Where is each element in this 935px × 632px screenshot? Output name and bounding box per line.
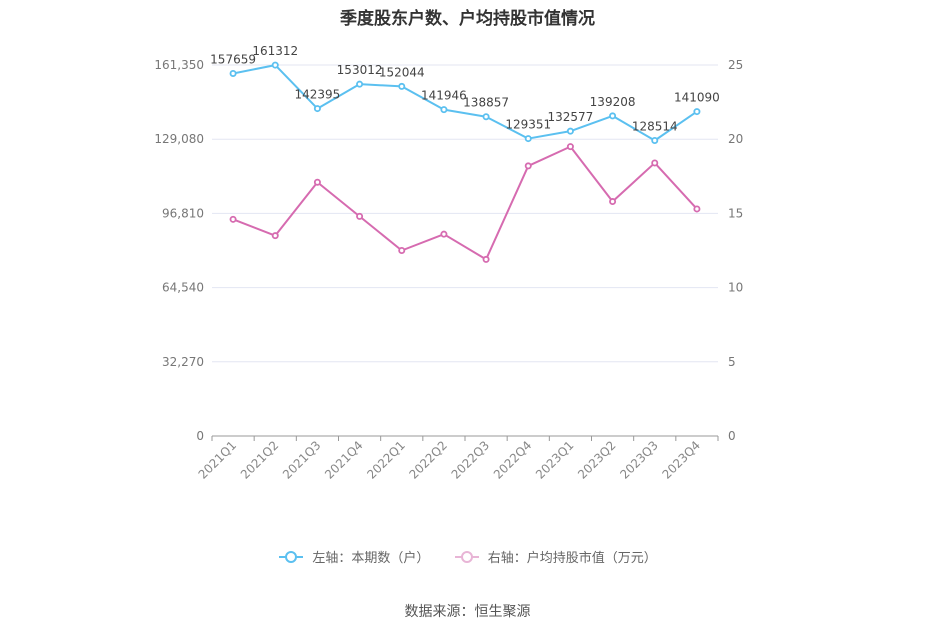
series-line-left bbox=[232, 64, 698, 142]
right-tick-label: 15 bbox=[728, 206, 743, 220]
data-point-right bbox=[651, 159, 659, 167]
x-tick-label: 2021Q1 bbox=[196, 438, 240, 482]
right-tick-label: 25 bbox=[728, 58, 743, 72]
x-tick-label: 2022Q1 bbox=[364, 438, 408, 482]
data-point-left bbox=[313, 105, 321, 113]
data-label: 129351 bbox=[505, 118, 551, 132]
data-point-right bbox=[566, 143, 574, 151]
right-tick-label: 0 bbox=[728, 429, 736, 443]
left-tick-label: 32,270 bbox=[162, 355, 204, 369]
legend-label-left: 左轴：本期数（户） bbox=[312, 551, 430, 566]
series-lines bbox=[229, 61, 701, 263]
legend-item-left-series[interactable]: 左轴：本期数（户） bbox=[278, 547, 429, 566]
x-tick-label: 2021Q4 bbox=[322, 438, 366, 482]
data-point-left bbox=[229, 69, 237, 77]
data-point-right bbox=[609, 198, 617, 206]
data-label: 138857 bbox=[463, 96, 509, 110]
x-tick-label: 2022Q2 bbox=[406, 438, 450, 482]
legend: 左轴：本期数（户） 右轴：户均持股市值（万元） bbox=[0, 547, 935, 566]
data-point-left bbox=[482, 113, 490, 121]
x-tick-label: 2022Q3 bbox=[449, 438, 493, 482]
left-tick-label: 161,350 bbox=[154, 58, 204, 72]
x-tick-label: 2023Q3 bbox=[617, 438, 661, 482]
data-label: 141946 bbox=[421, 89, 467, 103]
left-tick-label: 129,080 bbox=[154, 132, 204, 146]
legend-marker-right-icon bbox=[454, 550, 479, 563]
data-label: 153012 bbox=[337, 63, 383, 77]
data-point-left bbox=[609, 112, 617, 120]
grid-lines bbox=[212, 64, 718, 363]
series-line-right bbox=[232, 145, 698, 261]
source-note: 数据来源：恒生聚源 bbox=[404, 604, 531, 620]
data-label: 161312 bbox=[252, 44, 298, 58]
legend-item-right-series[interactable]: 右轴：户均持股市值（万元） bbox=[454, 547, 657, 566]
right-tick-label: 5 bbox=[728, 355, 736, 369]
x-tick-label: 2021Q2 bbox=[238, 438, 282, 482]
left-tick-label: 96,810 bbox=[162, 206, 204, 220]
x-tick-label: 2021Q3 bbox=[280, 438, 324, 482]
data-point-left bbox=[356, 80, 364, 88]
legend-label-right: 右轴：户均持股市值（万元） bbox=[487, 551, 657, 566]
chart-title: 季度股东户数、户均持股市值情况 bbox=[340, 9, 595, 29]
data-point-left bbox=[398, 82, 406, 90]
data-point-right bbox=[313, 178, 321, 186]
data-label: 152044 bbox=[379, 65, 425, 79]
data-label: 141090 bbox=[674, 91, 720, 105]
left-tick-label: 64,540 bbox=[162, 281, 204, 295]
data-label: 132577 bbox=[548, 110, 594, 124]
data-point-right bbox=[229, 215, 237, 223]
data-point-right bbox=[693, 205, 701, 213]
data-point-left bbox=[440, 106, 448, 114]
legend-marker-left-icon bbox=[279, 550, 304, 563]
x-tick-label: 2023Q2 bbox=[575, 438, 619, 482]
data-point-right bbox=[440, 230, 448, 238]
left-tick-label: 0 bbox=[196, 429, 204, 443]
data-point-right bbox=[524, 162, 532, 170]
data-point-left bbox=[566, 127, 574, 135]
data-point-right bbox=[271, 232, 279, 240]
data-label: 128514 bbox=[632, 120, 678, 134]
x-tick-label: 2023Q1 bbox=[533, 438, 577, 482]
data-point-left bbox=[693, 108, 701, 116]
data-label: 142395 bbox=[295, 88, 341, 102]
data-label: 157659 bbox=[210, 52, 256, 66]
x-tick-label: 2022Q4 bbox=[491, 438, 535, 482]
data-point-right bbox=[398, 246, 406, 254]
data-point-right bbox=[356, 212, 364, 220]
right-tick-label: 20 bbox=[728, 132, 743, 146]
right-tick-label: 10 bbox=[728, 281, 743, 295]
data-point-right bbox=[482, 255, 490, 263]
data-point-left bbox=[271, 61, 279, 69]
data-point-left bbox=[524, 135, 532, 143]
data-label: 139208 bbox=[590, 95, 636, 109]
data-point-left bbox=[651, 137, 659, 145]
x-tick-label: 2023Q4 bbox=[659, 438, 703, 482]
